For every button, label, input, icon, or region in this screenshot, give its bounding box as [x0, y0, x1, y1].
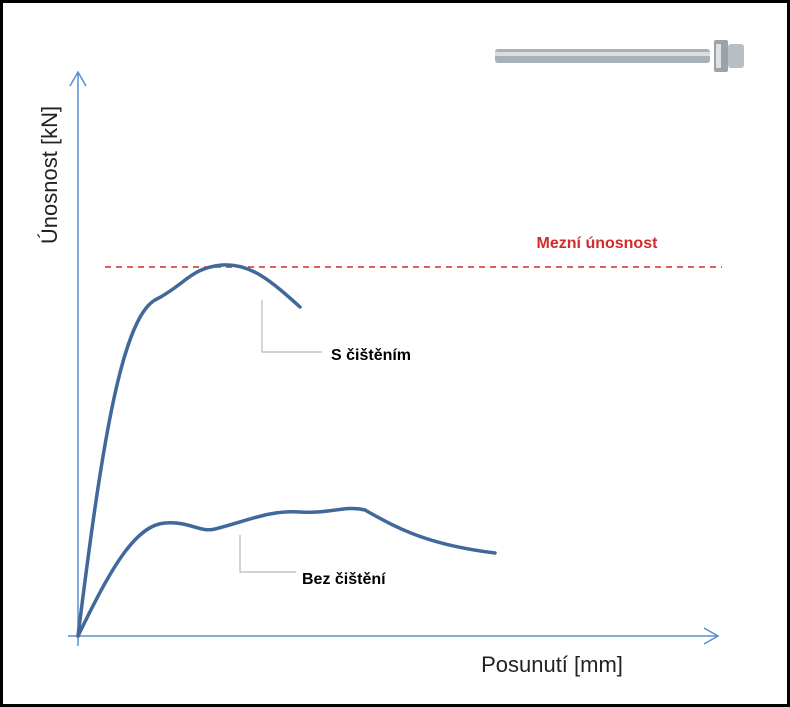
y-axis-label: Únosnost [kN]: [37, 106, 62, 244]
curve: [76, 263, 302, 638]
bolt-image: [495, 40, 744, 72]
y-axis: [69, 70, 87, 646]
curve: [76, 506, 497, 638]
x-axis: [68, 627, 720, 645]
limit-label: Mezní únosnost: [537, 235, 659, 252]
curve-label: Bez čištění: [302, 571, 386, 588]
leader-line: [239, 535, 296, 573]
leader-line: [261, 300, 322, 353]
curve-label: S čištěním: [331, 347, 411, 364]
x-axis-label: Posunutí [mm]: [481, 652, 623, 677]
